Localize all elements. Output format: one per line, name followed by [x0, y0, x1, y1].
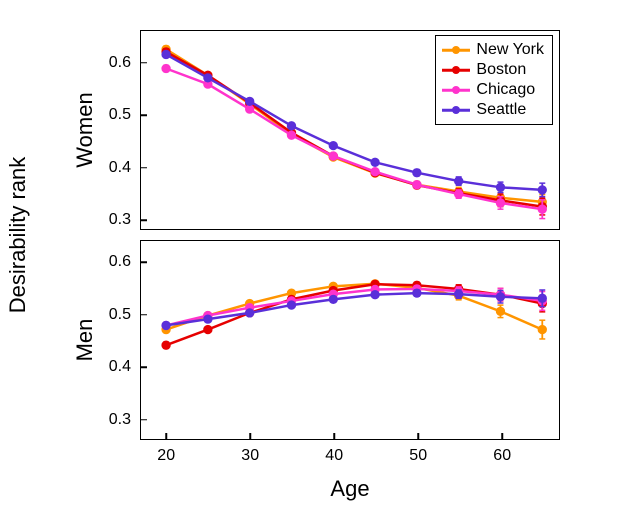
y-tick-label: 0.4 [109, 159, 131, 177]
x-tick-label: 50 [409, 447, 427, 465]
series-marker-seattle [538, 186, 546, 194]
y-tick-label: 0.6 [109, 54, 131, 72]
series-marker-chicago [496, 199, 504, 207]
x-axis-label: Age [330, 476, 369, 502]
x-tick-label: 30 [241, 447, 259, 465]
y-tick-label: 0.3 [109, 411, 131, 429]
x-tick-label: 20 [157, 447, 175, 465]
series-line-seattle [166, 293, 542, 325]
legend-swatch [442, 43, 470, 57]
legend-label: New York [476, 41, 544, 59]
legend-swatch [442, 103, 470, 117]
series-marker-seattle [538, 294, 546, 302]
series-marker-new_york [496, 307, 504, 315]
series-marker-seattle [287, 301, 295, 309]
shared-y-axis-label: Desirability rank [5, 157, 31, 314]
x-tick-label: 60 [493, 447, 511, 465]
series-marker-seattle [204, 74, 212, 82]
series-marker-seattle [162, 50, 170, 58]
series-marker-seattle [162, 321, 170, 329]
legend-label: Boston [476, 61, 526, 79]
series-marker-chicago [538, 205, 546, 213]
series-marker-chicago [455, 190, 463, 198]
y-tick-label: 0.4 [109, 358, 131, 376]
legend: New York Boston Chicago Seattle [435, 35, 553, 125]
figure: Desirability rank Age 0.3 0.4 0.5 0.6 New Yo… [0, 0, 640, 528]
plot-women: 0.30.40.50.6New YorkBostonChicagoSeattle [140, 30, 560, 230]
legend-item-new_york: New York [442, 40, 544, 60]
plot-men: 0.30.40.50.62030405060 [140, 240, 560, 440]
series-marker-seattle [455, 177, 463, 185]
series-marker-seattle [371, 158, 379, 166]
legend-swatch [442, 83, 470, 97]
panel-label-women: Women [72, 92, 98, 167]
legend-item-seattle: Seattle [442, 100, 544, 120]
panel-label-men: Men [72, 319, 98, 362]
series-marker-boston [162, 341, 170, 349]
y-tick-label: 0.5 [109, 306, 131, 324]
legend-label: Chicago [476, 81, 535, 99]
series-marker-chicago [287, 131, 295, 139]
series-marker-seattle [204, 315, 212, 323]
series-marker-seattle [496, 293, 504, 301]
series-marker-seattle [371, 291, 379, 299]
series-marker-chicago [371, 168, 379, 176]
legend-item-chicago: Chicago [442, 80, 544, 100]
y-tick-label: 0.6 [109, 253, 131, 271]
series-marker-seattle [329, 295, 337, 303]
series-marker-chicago [162, 64, 170, 72]
y-tick-label: 0.5 [109, 106, 131, 124]
series-marker-seattle [455, 290, 463, 298]
legend-label: Seattle [476, 101, 526, 119]
series-layer-men [141, 241, 559, 439]
legend-item-boston: Boston [442, 60, 544, 80]
series-marker-seattle [496, 183, 504, 191]
series-marker-chicago [413, 181, 421, 189]
series-marker-seattle [413, 289, 421, 297]
series-marker-chicago [329, 152, 337, 160]
series-marker-new_york [538, 325, 546, 333]
series-marker-chicago [246, 105, 254, 113]
series-marker-seattle [413, 169, 421, 177]
series-marker-seattle [329, 141, 337, 149]
x-tick-label: 40 [325, 447, 343, 465]
legend-swatch [442, 63, 470, 77]
series-marker-seattle [287, 122, 295, 130]
y-tick-label: 0.3 [109, 211, 131, 229]
series-marker-seattle [246, 309, 254, 317]
series-marker-seattle [246, 97, 254, 105]
series-marker-boston [204, 325, 212, 333]
